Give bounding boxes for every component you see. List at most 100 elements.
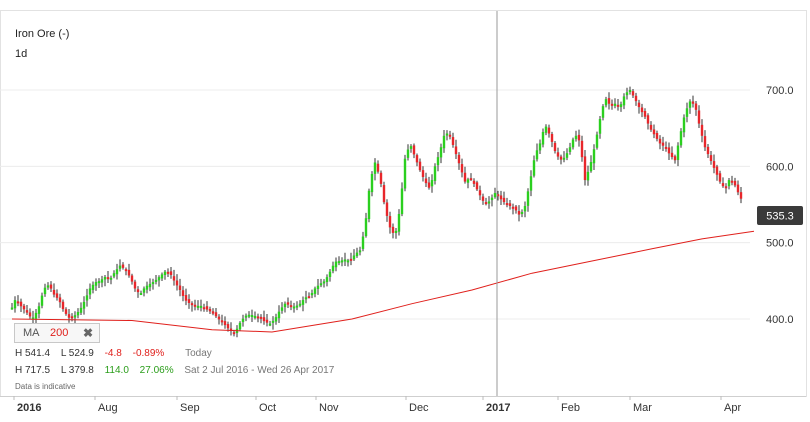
candle-body xyxy=(601,106,605,118)
candle-body xyxy=(193,304,197,307)
candle-body xyxy=(553,142,557,152)
candle-body xyxy=(733,180,737,186)
x-tick-label: Aug xyxy=(98,402,118,414)
candle-body xyxy=(616,104,620,107)
candle-body xyxy=(430,180,434,187)
candle-body xyxy=(355,252,359,257)
candle-body xyxy=(376,163,380,172)
candle-body xyxy=(445,133,449,136)
candle-body xyxy=(589,162,593,172)
range-change-pct: 27.06% xyxy=(139,365,174,376)
instrument-title: Iron Ore (-) xyxy=(15,28,70,40)
candle-body xyxy=(457,154,461,164)
candle-body xyxy=(664,146,668,149)
candle-body xyxy=(94,282,98,286)
candle-body xyxy=(247,314,251,317)
candle-body xyxy=(391,226,395,233)
candle-body xyxy=(439,147,443,158)
candle-body xyxy=(316,285,320,289)
candle-body xyxy=(460,164,464,173)
candle-body xyxy=(640,107,644,113)
candle-body xyxy=(487,201,491,204)
candle-body xyxy=(169,271,173,276)
candle-body xyxy=(286,302,290,305)
candle-body xyxy=(385,202,389,216)
candle-body xyxy=(403,158,407,189)
candle-body xyxy=(511,206,515,209)
candle-body xyxy=(271,320,275,323)
candle-body xyxy=(607,98,611,104)
candle-body xyxy=(196,305,200,308)
candle-body xyxy=(577,134,581,141)
candle-body xyxy=(433,166,437,181)
candle-body xyxy=(40,295,44,306)
x-tick-label: Nov xyxy=(319,402,339,414)
y-tick-label: 400.0 xyxy=(766,314,794,326)
candle-body xyxy=(538,143,542,151)
candle-body xyxy=(535,150,539,160)
candle-body xyxy=(121,264,125,268)
candle-body xyxy=(658,138,662,144)
candle-body xyxy=(253,315,257,318)
candles xyxy=(10,86,743,338)
candle-body xyxy=(730,180,734,183)
y-tick-label: 600.0 xyxy=(766,161,794,173)
candle-body xyxy=(592,149,596,164)
candle-body xyxy=(469,178,473,181)
ma-label: MA xyxy=(23,327,40,339)
candle-body xyxy=(328,271,332,277)
candle-body xyxy=(520,211,524,214)
candle-body xyxy=(337,261,341,264)
x-tick-label: Apr xyxy=(724,402,741,414)
candle-body xyxy=(295,305,299,308)
candle-body xyxy=(217,316,221,320)
candle-body xyxy=(208,308,212,312)
candle-body xyxy=(406,149,410,158)
candle-body xyxy=(724,186,728,189)
today-low: L 524.9 xyxy=(60,348,94,359)
range-period: Sat 2 Jul 2016 - Wed 26 Apr 2017 xyxy=(184,365,335,376)
candle-body xyxy=(229,328,233,331)
moving-average-indicator[interactable]: MA 200 ✖ xyxy=(14,323,100,343)
close-icon[interactable]: ✖ xyxy=(82,326,93,340)
candle-body xyxy=(367,190,371,220)
candle-body xyxy=(103,277,107,280)
candle-body xyxy=(43,287,47,295)
candle-body xyxy=(22,305,26,310)
candle-body xyxy=(652,129,656,135)
range-change: 114.0 xyxy=(104,365,129,376)
candle-body xyxy=(694,103,698,110)
today-period: Today xyxy=(185,348,212,359)
last-price-label: 535.3 xyxy=(766,211,794,223)
candle-body xyxy=(148,283,152,288)
candle-body xyxy=(526,191,530,206)
candle-body xyxy=(310,293,314,296)
candle-body xyxy=(541,131,545,145)
candle-body xyxy=(532,160,536,176)
candle-body xyxy=(139,293,143,296)
candle-body xyxy=(436,157,440,166)
candle-body xyxy=(667,147,671,154)
candle-body xyxy=(187,299,191,303)
candle-body xyxy=(493,193,497,198)
last-price-tag: 535.3 xyxy=(757,206,803,225)
candle-body xyxy=(682,117,686,133)
candle-body xyxy=(415,155,419,163)
candle-body xyxy=(256,316,260,319)
candle-body xyxy=(379,172,383,184)
candle-body xyxy=(13,300,17,309)
interval-label[interactable]: 1d xyxy=(15,48,28,60)
candle-body xyxy=(100,279,104,283)
candle-body xyxy=(361,236,365,249)
candle-body xyxy=(451,137,455,145)
candle-body xyxy=(499,195,503,200)
candle-body xyxy=(496,194,500,197)
candle-body xyxy=(241,318,245,323)
candle-body xyxy=(490,197,494,201)
moving-average-line xyxy=(11,230,755,333)
stats-range: H 717.5 L 379.8 114.0 27.06% Sat 2 Jul 2… xyxy=(15,365,342,376)
candle-body xyxy=(79,307,83,313)
candle-body xyxy=(172,276,176,281)
ma-period[interactable]: 200 xyxy=(50,327,69,339)
